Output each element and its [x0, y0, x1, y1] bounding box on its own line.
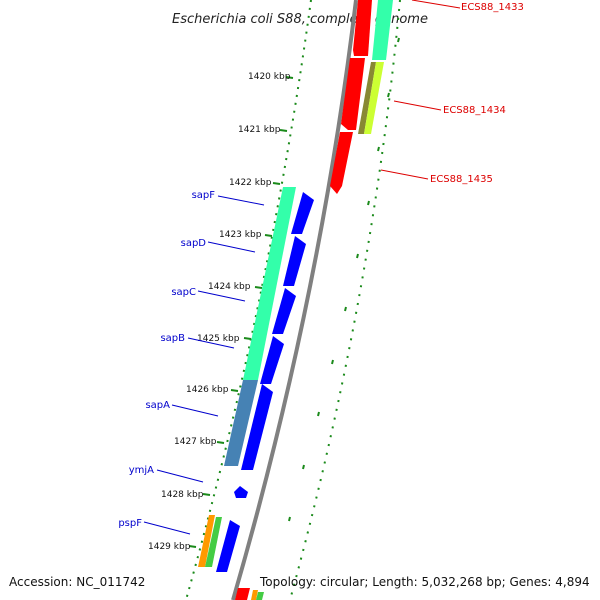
gene-label-ECS88_1435[interactable]: ECS88_1435 — [430, 174, 493, 185]
cds-reverse-ECS88_1435 — [330, 132, 353, 194]
gene-label-pspF[interactable]: pspF — [118, 518, 142, 529]
cog-band-teal-top — [372, 0, 393, 60]
cds-forward-sapA — [241, 384, 273, 470]
cog-band-orange — [198, 515, 215, 567]
kbp-label: 1424 kbp — [208, 282, 251, 292]
cog-band-steel — [224, 380, 258, 466]
kbp-label: 1428 kbp — [161, 490, 204, 500]
gene-label-sapA[interactable]: sapA — [145, 400, 170, 411]
gene-label-sapD[interactable]: sapD — [181, 238, 207, 249]
accession-text: Accession: NC_011742 — [9, 575, 146, 589]
cds-forward-pspF — [216, 520, 240, 572]
ruler-inner-ticks — [188, 76, 294, 548]
cog-band-olive — [358, 62, 376, 134]
kbp-label: 1425 kbp — [197, 334, 240, 344]
cds-forward-sapB — [260, 336, 284, 384]
cds-reverse-ECS88_1433 — [353, 0, 372, 56]
ruler-inner-dots — [185, 0, 312, 600]
kbp-label: 1427 kbp — [174, 437, 217, 447]
ruler-outer-ticks — [288, 37, 400, 522]
cds-forward-sapC — [272, 288, 296, 334]
reverse-label-leaders — [380, 0, 461, 180]
gene-label-ECS88_1433[interactable]: ECS88_1433 — [461, 2, 524, 13]
cog-band-yellow — [364, 62, 384, 134]
cds-reverse-bottom — [235, 588, 250, 600]
kbp-label: 1420 kbp — [248, 72, 291, 82]
cds-forward-ymjA — [234, 486, 248, 498]
ruler-outer-dots — [289, 0, 401, 600]
genome-summary-text: Topology: circular; Length: 5,032,268 bp… — [260, 575, 590, 589]
kbp-label: 1429 kbp — [148, 542, 191, 552]
cog-band-green-bottom — [256, 592, 264, 600]
kbp-label: 1422 kbp — [229, 178, 272, 188]
cds-forward-sapD — [283, 236, 306, 286]
forward-label-leaders — [143, 195, 265, 535]
cds-forward-sapF — [291, 192, 314, 234]
cog-band-green — [205, 517, 222, 567]
kbp-label: 1426 kbp — [186, 385, 229, 395]
kbp-label: 1423 kbp — [219, 230, 262, 240]
gene-label-ymjA[interactable]: ymjA — [129, 465, 154, 476]
gene-label-ECS88_1434[interactable]: ECS88_1434 — [443, 105, 506, 116]
genome-backbone — [231, 0, 358, 600]
gene-label-sapC[interactable]: sapC — [171, 287, 196, 298]
kbp-label: 1421 kbp — [238, 125, 281, 135]
cog-band-orange-bottom — [251, 590, 258, 600]
gene-label-sapB[interactable]: sapB — [160, 333, 185, 344]
gene-label-sapF[interactable]: sapF — [192, 190, 216, 201]
cds-reverse-ECS88_1434 — [341, 58, 365, 130]
cog-band-teal — [243, 187, 296, 380]
